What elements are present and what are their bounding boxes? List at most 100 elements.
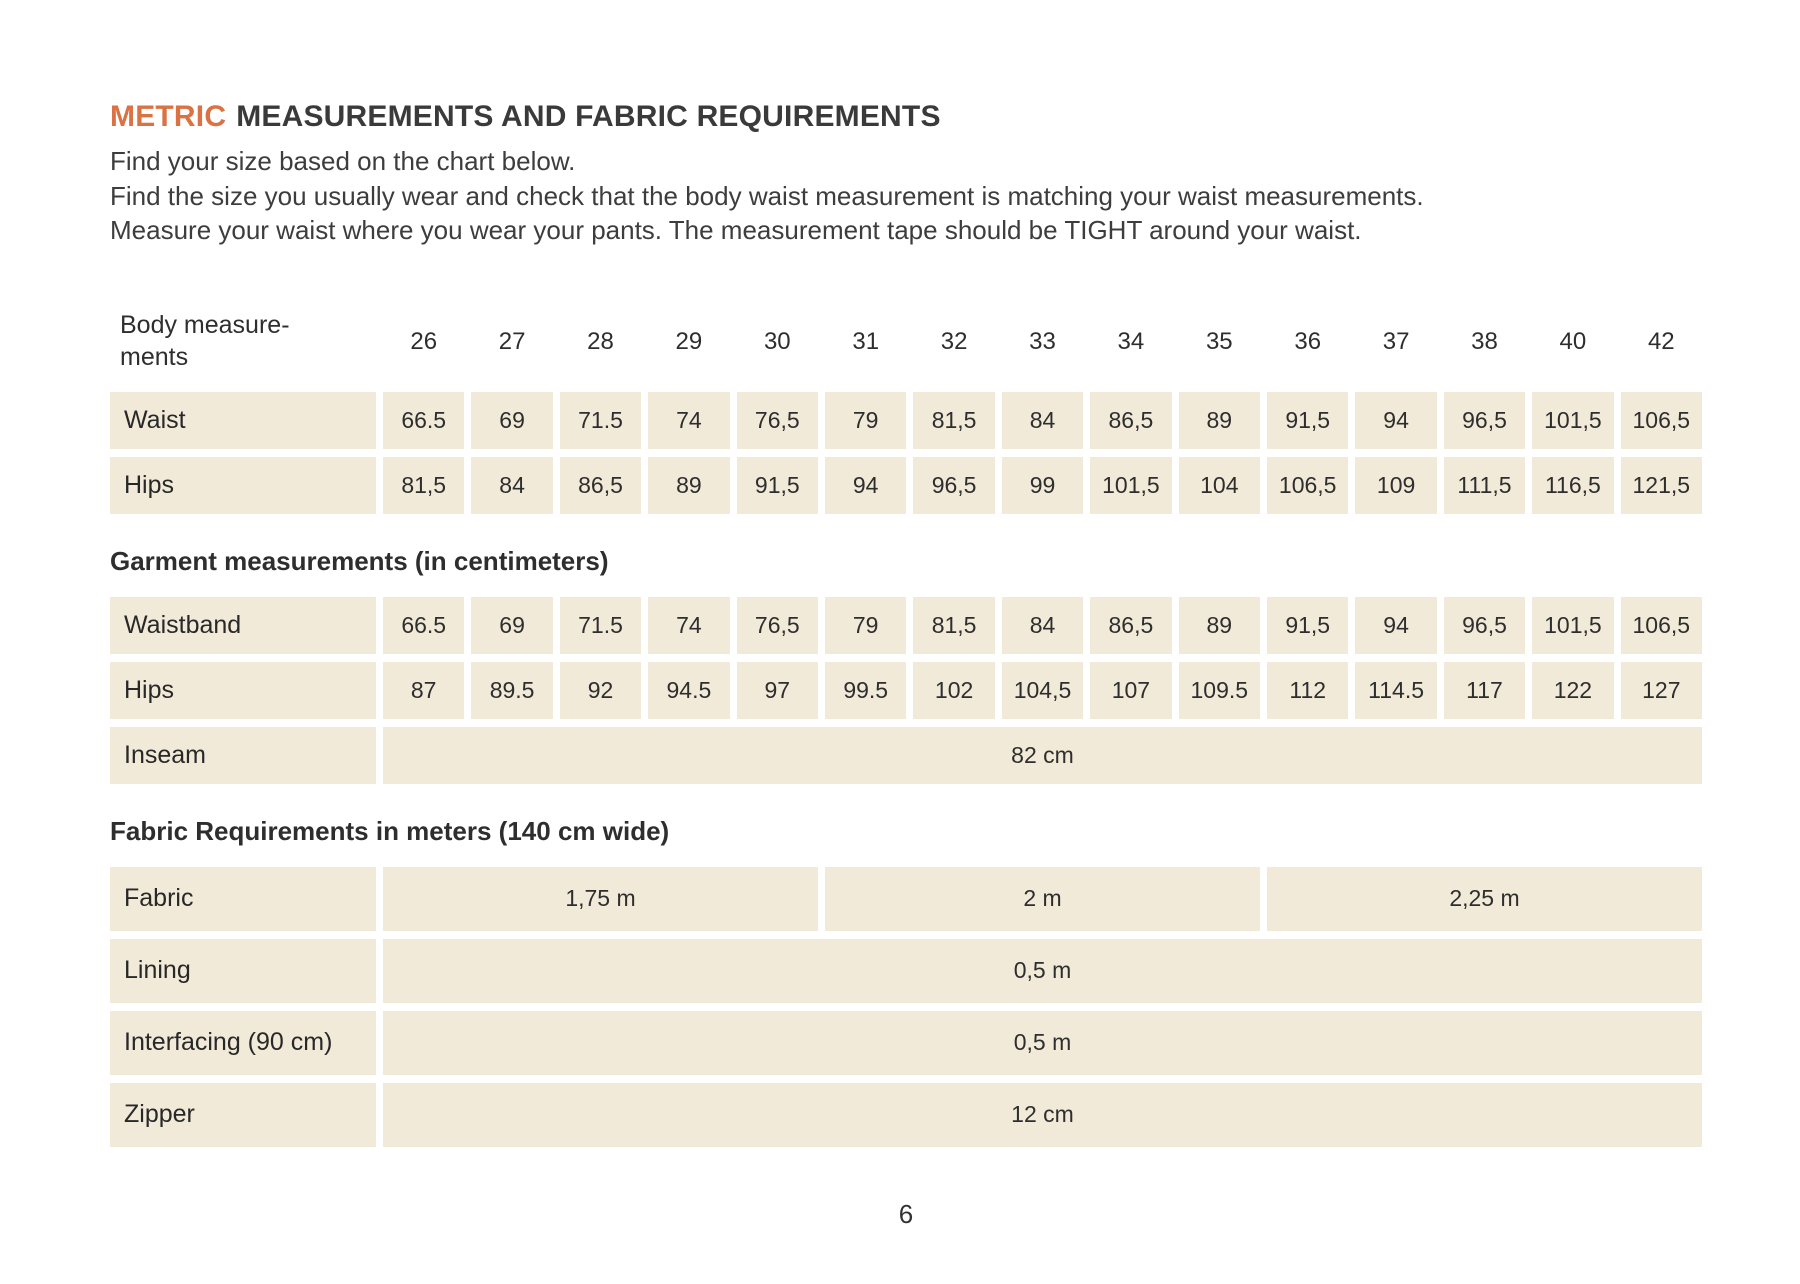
- garment-measurement-cell: 117: [1443, 661, 1526, 719]
- garment-measurement-cell: 89: [1178, 596, 1260, 654]
- garment-measurement-cell: 101,5: [1532, 596, 1614, 654]
- garment-measurement-cell: 76,5: [736, 596, 818, 654]
- body-measurement-cell: 91,5: [736, 456, 818, 514]
- garment-measurement-cell: 114.5: [1355, 661, 1437, 719]
- size-column-header: 31: [852, 327, 880, 355]
- body-measurement-cell: 86,5: [559, 456, 642, 514]
- garment-measurement-cell: 106,5: [1620, 596, 1702, 654]
- garment-measurement-cell: 99.5: [825, 661, 907, 719]
- size-column-header: 29: [675, 327, 703, 355]
- garment-measurement-cell: 66.5: [383, 596, 465, 654]
- garment-measurement-cell: 69: [471, 596, 553, 654]
- chart-corner-label: Body measure- ments: [120, 311, 290, 371]
- body-row-label: Waist: [110, 391, 376, 449]
- body-row-label: Hips: [110, 456, 376, 514]
- inseam-row-label: Inseam: [110, 726, 376, 784]
- intro-line-3: Measure your waist where you wear your p…: [110, 215, 1362, 246]
- garment-measurement-cell: 122: [1532, 661, 1614, 719]
- body-measurement-cell: 96,5: [913, 456, 995, 514]
- garment-measurement-cell: 79: [825, 596, 907, 654]
- title-accent: METRIC: [110, 100, 227, 133]
- body-measurement-cell: 101,5: [1532, 391, 1614, 449]
- body-measurement-cell: 91,5: [1267, 391, 1349, 449]
- body-measurement-cell: 84: [1001, 391, 1084, 449]
- body-measurement-cell: 81,5: [913, 391, 995, 449]
- inseam-value-cell: 82 cm: [383, 726, 1702, 784]
- body-measurement-cell: 101,5: [1090, 456, 1172, 514]
- body-measurement-cell: 104: [1178, 456, 1260, 514]
- size-column-header: 42: [1647, 327, 1675, 355]
- size-column-header: 37: [1382, 327, 1410, 355]
- garment-measurement-cell: 104,5: [1001, 661, 1084, 719]
- size-column-header: 36: [1294, 327, 1322, 355]
- garment-measurement-cell: 107: [1090, 661, 1172, 719]
- garment-measurement-cell: 91,5: [1267, 596, 1349, 654]
- body-measurement-cell: 66.5: [383, 391, 465, 449]
- garment-measurement-cell: 86,5: [1090, 596, 1172, 654]
- garment-measurement-cell: 87: [383, 661, 465, 719]
- size-column-header: 28: [587, 327, 614, 355]
- size-column-header: 34: [1117, 327, 1145, 355]
- garment-measurement-cell: 92: [559, 661, 642, 719]
- body-measurement-cell: 81,5: [383, 456, 465, 514]
- fabric-row-label: Fabric: [110, 866, 376, 931]
- intro-paragraph: Find your size based on the chart below.…: [110, 144, 1702, 248]
- fabric-row-label: Lining: [110, 938, 376, 1003]
- garment-measurement-cell: 89.5: [471, 661, 553, 719]
- garment-measurement-cell: 112: [1267, 661, 1349, 719]
- garment-measurement-cell: 97: [736, 661, 818, 719]
- fabric-value-cell: 0,5 m: [383, 938, 1702, 1003]
- body-measurement-cell: 76,5: [736, 391, 818, 449]
- body-measurement-cell: 86,5: [1090, 391, 1172, 449]
- garment-measurement-cell: 74: [648, 596, 730, 654]
- body-measurement-cell: 94: [825, 456, 907, 514]
- size-column-header: 35: [1205, 327, 1233, 355]
- body-measurement-cell: 106,5: [1267, 456, 1349, 514]
- body-measurement-cell: 109: [1355, 456, 1437, 514]
- body-measurement-cell: 89: [1178, 391, 1260, 449]
- garment-row-label: Hips: [110, 661, 376, 719]
- size-column-header: 32: [940, 327, 968, 355]
- size-column-header: 30: [763, 327, 791, 355]
- fabric-value-cell: 12 cm: [383, 1082, 1702, 1147]
- fabric-span-cell: 2,25 m: [1267, 866, 1702, 931]
- garment-measurement-cell: 94.5: [648, 661, 730, 719]
- body-measurement-cell: 79: [825, 391, 907, 449]
- garment-section-heading: Garment measurements (in centimeters): [110, 545, 609, 576]
- body-measurement-cell: 96,5: [1443, 391, 1526, 449]
- page-number: 6: [898, 1198, 914, 1229]
- fabric-row-label: Interfacing (90 cm): [110, 1010, 376, 1075]
- fabric-span-cell: 2 m: [825, 866, 1260, 931]
- fabric-row-label: Zipper: [110, 1082, 376, 1147]
- size-column-header: 38: [1471, 327, 1498, 355]
- page-title: METRIC MEASUREMENTS AND FABRIC REQUIREMEN…: [110, 100, 1702, 134]
- size-column-header: 40: [1559, 327, 1587, 355]
- body-measurement-cell: 111,5: [1443, 456, 1526, 514]
- size-column-header: 33: [1029, 327, 1056, 355]
- garment-measurement-cell: 127: [1620, 661, 1702, 719]
- body-measurement-cell: 121,5: [1620, 456, 1702, 514]
- garment-measurement-cell: 109.5: [1178, 661, 1260, 719]
- intro-line-1: Find your size based on the chart below.: [110, 146, 576, 176]
- title-text: MEASUREMENTS AND FABRIC REQUIREMENTS: [236, 100, 941, 133]
- garment-row-label: Waistband: [110, 596, 376, 654]
- garment-measurement-cell: 94: [1355, 596, 1437, 654]
- garment-measurement-cell: 96,5: [1443, 596, 1526, 654]
- body-measurement-cell: 116,5: [1532, 456, 1614, 514]
- body-measurement-cell: 69: [471, 391, 553, 449]
- garment-measurement-cell: 84: [1001, 596, 1084, 654]
- body-measurement-cell: 94: [1355, 391, 1437, 449]
- body-measurement-cell: 106,5: [1620, 391, 1702, 449]
- intro-line-2: Find the size you usually wear and check…: [110, 180, 1424, 211]
- body-measurement-cell: 84: [471, 456, 553, 514]
- body-measurement-cell: 71.5: [559, 391, 642, 449]
- body-measurement-cell: 89: [648, 456, 730, 514]
- garment-measurement-cell: 71.5: [559, 596, 642, 654]
- body-measurement-cell: 74: [648, 391, 730, 449]
- body-measurement-cell: 99: [1001, 456, 1084, 514]
- garment-measurement-cell: 102: [913, 661, 995, 719]
- page-content: METRIC MEASUREMENTS AND FABRIC REQUIREMEN…: [110, 100, 1702, 1230]
- fabric-section-heading: Fabric Requirements in meters (140 cm wi…: [110, 815, 670, 846]
- size-column-header: 26: [410, 327, 438, 355]
